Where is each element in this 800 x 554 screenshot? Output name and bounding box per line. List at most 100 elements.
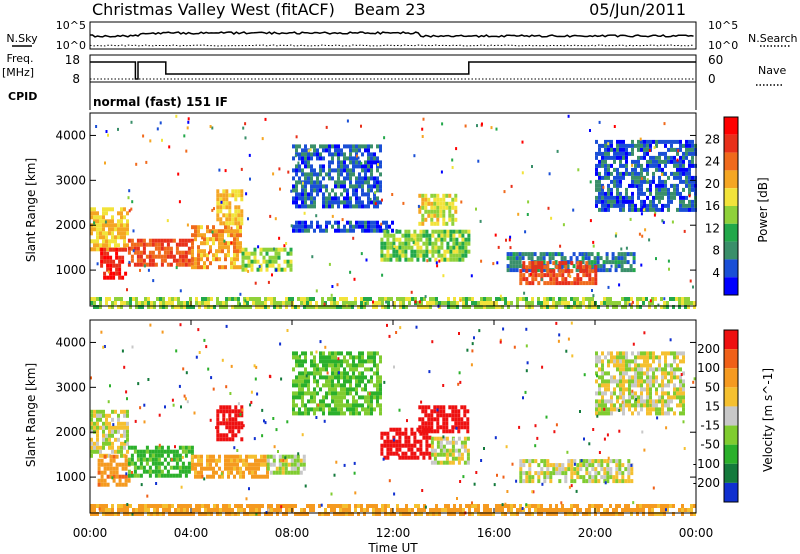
heatmap-cell bbox=[595, 179, 598, 184]
heatmap-cell bbox=[136, 254, 140, 259]
heatmap-cell bbox=[616, 359, 619, 364]
heatmap-cell bbox=[591, 301, 594, 305]
heatmap-cell bbox=[331, 355, 334, 360]
heatmap-cell bbox=[171, 301, 174, 305]
heatmap-cell bbox=[262, 255, 266, 260]
heatmap-cell bbox=[349, 196, 352, 201]
heatmap-cell bbox=[537, 504, 540, 508]
heatmap-cell bbox=[578, 252, 582, 257]
heatmap-cell bbox=[112, 247, 116, 252]
heatmap-cell bbox=[310, 224, 313, 229]
heatmap-cell bbox=[605, 260, 609, 265]
heatmap-cell bbox=[542, 260, 546, 265]
heatmap-cell bbox=[340, 160, 343, 165]
heatmap-cell bbox=[292, 367, 295, 372]
heatmap-cell bbox=[295, 403, 298, 408]
heatmap-cell bbox=[292, 351, 295, 356]
heatmap-cell bbox=[634, 183, 637, 188]
heatmap-cell bbox=[436, 436, 440, 441]
heatmap-cell bbox=[430, 444, 434, 449]
heatmap-cell bbox=[634, 407, 637, 412]
heatmap-cell bbox=[172, 258, 176, 263]
heatmap-cell bbox=[618, 504, 621, 508]
heatmap-cell bbox=[328, 355, 331, 360]
heatmap-cell bbox=[404, 253, 408, 258]
heatmap-cell bbox=[156, 297, 159, 301]
heatmap-cell bbox=[295, 411, 298, 416]
heatmap-cell bbox=[349, 403, 352, 408]
heatmap-cell bbox=[294, 512, 297, 516]
heatmap-cell bbox=[117, 508, 120, 512]
heatmap-cell bbox=[458, 233, 462, 238]
heatmap-cell bbox=[512, 256, 516, 261]
heatmap-cell bbox=[676, 391, 679, 396]
heatmap-cell bbox=[259, 251, 263, 256]
heatmap-cell bbox=[546, 475, 550, 480]
heatmap-cell bbox=[573, 504, 576, 508]
heatmap-cell bbox=[343, 387, 346, 392]
heatmap-cell bbox=[168, 297, 171, 301]
heatmap-cell bbox=[604, 387, 607, 392]
heatmap-cell bbox=[448, 429, 452, 434]
heatmap-speckle bbox=[629, 217, 632, 221]
heatmap-cell bbox=[219, 305, 222, 309]
heatmap-cell bbox=[178, 473, 182, 478]
heatmap-cell bbox=[111, 449, 114, 454]
heatmap-cell bbox=[219, 433, 223, 438]
heatmap-cell bbox=[688, 167, 691, 172]
heatmap-cell bbox=[102, 433, 105, 438]
heatmap-cell bbox=[576, 467, 580, 472]
heatmap-cell bbox=[631, 403, 634, 408]
heatmap-cell bbox=[265, 263, 269, 268]
heatmap-cell bbox=[316, 383, 319, 388]
heatmap-cell bbox=[349, 379, 352, 384]
heatmap-cell bbox=[240, 305, 243, 309]
heatmap-cell bbox=[236, 241, 239, 246]
heatmap-cell bbox=[607, 407, 610, 412]
heatmap-cell bbox=[257, 458, 260, 463]
heatmap-cell bbox=[655, 403, 658, 408]
heatmap-cell bbox=[361, 371, 364, 376]
heatmap-cell bbox=[250, 251, 254, 256]
heatmap-speckle bbox=[492, 262, 495, 266]
heatmap-cell bbox=[570, 297, 573, 301]
heatmap-speckle bbox=[261, 408, 264, 412]
heatmap-cell bbox=[154, 453, 158, 458]
heatmap-cell bbox=[222, 417, 226, 422]
heatmap-cell bbox=[224, 458, 227, 463]
heatmap-cell bbox=[142, 469, 146, 474]
heatmap-cell bbox=[319, 184, 322, 189]
heatmap-cell bbox=[664, 143, 667, 148]
heatmap-cell bbox=[237, 221, 241, 226]
heatmap-cell bbox=[667, 371, 670, 376]
heatmap-cell bbox=[117, 243, 120, 248]
heatmap-cell bbox=[434, 249, 438, 254]
heatmap-cell bbox=[228, 205, 232, 210]
heatmap-cell bbox=[204, 305, 207, 309]
heatmap-cell bbox=[614, 268, 618, 273]
heatmap-cell bbox=[160, 445, 164, 450]
heatmap-cell bbox=[555, 504, 558, 508]
heatmap-cell bbox=[372, 512, 375, 516]
heatmap-speckle bbox=[441, 122, 444, 126]
heatmap-cell bbox=[209, 466, 212, 471]
heatmap-cell bbox=[191, 462, 194, 467]
heatmap-cell bbox=[136, 258, 140, 263]
heatmap-cell bbox=[430, 452, 434, 457]
heatmap-speckle bbox=[272, 172, 275, 176]
heatmap-cell bbox=[145, 457, 149, 462]
heatmap-cell bbox=[461, 257, 465, 262]
heatmap-cell bbox=[352, 204, 355, 209]
heatmap-cell bbox=[225, 405, 229, 410]
heatmap-cell bbox=[450, 512, 453, 516]
heatmap-speckle bbox=[570, 321, 573, 325]
heatmap-cell bbox=[295, 351, 298, 356]
heatmap-cell bbox=[570, 281, 574, 286]
heatmap-speckle bbox=[139, 268, 141, 272]
heatmap-cell bbox=[234, 197, 238, 202]
heatmap-cell bbox=[313, 411, 316, 416]
heatmap-cell bbox=[231, 217, 235, 222]
heatmap-cell bbox=[124, 478, 128, 483]
heatmap-cell bbox=[191, 253, 194, 258]
heatmap-cell bbox=[504, 301, 507, 305]
